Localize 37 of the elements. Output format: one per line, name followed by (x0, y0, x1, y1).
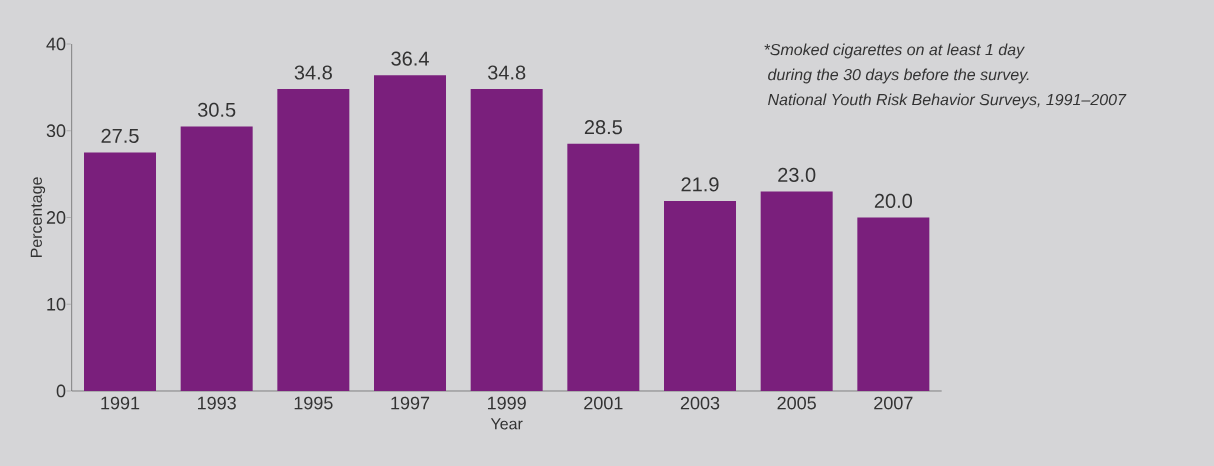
bar (374, 75, 446, 391)
x-tick-label: 2007 (874, 396, 913, 410)
data-label: 30.5 (197, 102, 236, 117)
bar (857, 217, 930, 391)
bar (470, 89, 543, 391)
x-tick-label: 2003 (680, 396, 720, 410)
bar (180, 126, 253, 391)
data-label: 34.8 (294, 65, 332, 80)
bar (760, 191, 833, 391)
annotation: National Youth Risk Behavior Surveys, 1991–2007 (768, 93, 1127, 109)
bar (277, 89, 350, 391)
data-label: 20.0 (874, 193, 913, 208)
x-tick-label: 1993 (198, 396, 236, 410)
y-tick-label: 20 (46, 211, 66, 224)
bar (664, 201, 737, 391)
data-label: 23.0 (778, 167, 816, 182)
x-tick-label: 1995 (294, 396, 333, 410)
data-label: 34.8 (487, 65, 526, 80)
y-axis-title: Percentage (30, 177, 46, 258)
annotation: during the 30 days before the survey. (768, 68, 1029, 84)
x-tick-label: 2001 (584, 396, 623, 410)
x-tick-label: 1999 (488, 396, 526, 410)
data-label: 28.5 (584, 120, 622, 135)
data-label: 36.4 (391, 51, 429, 66)
x-axis-title: Year (490, 418, 523, 430)
x-tick-label: 1991 (101, 396, 140, 410)
bar (567, 143, 640, 391)
annotation: *Smoked cigarettes on at least 1 day (764, 43, 1025, 59)
y-tick-label: 30 (46, 124, 66, 138)
data-label: 21.9 (681, 177, 719, 192)
bar (84, 152, 156, 391)
data-label: 27.5 (101, 128, 139, 143)
x-tick-label: 1997 (391, 396, 430, 410)
y-tick-label: 0 (56, 384, 66, 398)
x-tick-label: 2005 (777, 396, 816, 410)
y-tick-label: 40 (46, 37, 66, 51)
y-tick-label: 10 (47, 297, 66, 311)
